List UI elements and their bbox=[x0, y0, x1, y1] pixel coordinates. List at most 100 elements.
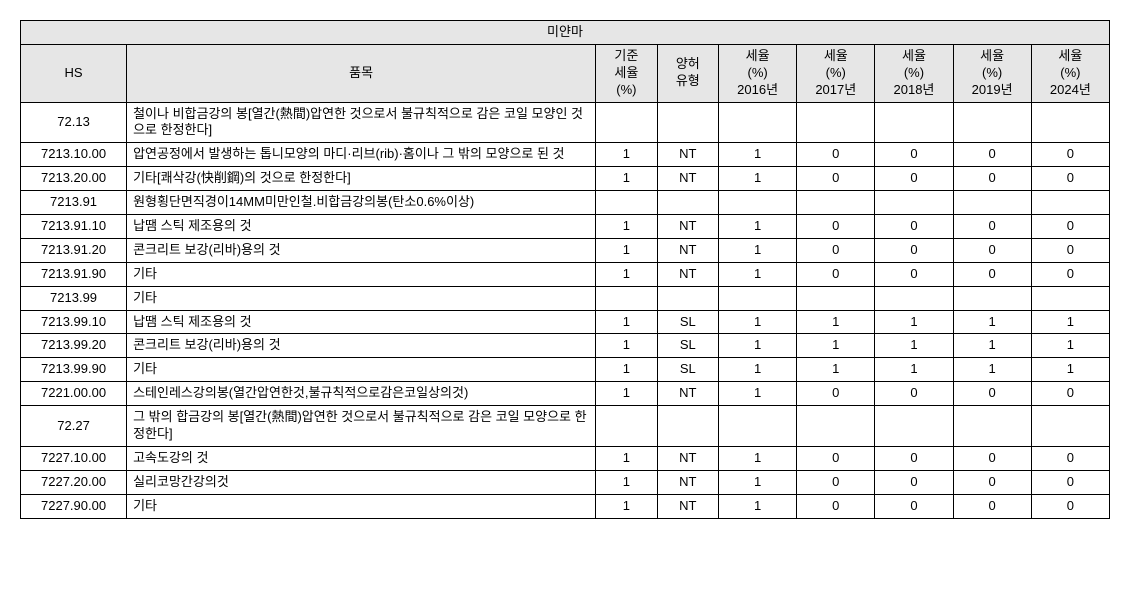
table-row: 72.13철이나 비합금강의 봉[열간(熱間)압연한 것으로서 불규칙적으로 감… bbox=[21, 102, 1110, 143]
type-cell: NT bbox=[657, 470, 718, 494]
type-cell: NT bbox=[657, 238, 718, 262]
base-rate-cell: 1 bbox=[596, 470, 657, 494]
header-hs: HS bbox=[21, 44, 127, 102]
rate-2017-cell: 0 bbox=[797, 470, 875, 494]
header-rate-2019: 세율 (%) 2019년 bbox=[953, 44, 1031, 102]
base-rate-cell: 1 bbox=[596, 446, 657, 470]
base-rate-cell: 1 bbox=[596, 167, 657, 191]
rate-2024-cell: 0 bbox=[1031, 262, 1109, 286]
rate-2016-cell bbox=[719, 406, 797, 447]
item-cell: 원형횡단면직경이14MM미만인철.비합금강의봉(탄소0.6%이상) bbox=[127, 191, 596, 215]
item-cell: 납땜 스틱 제조용의 것 bbox=[127, 215, 596, 239]
rate-2018-cell: 0 bbox=[875, 262, 953, 286]
hs-cell: 7213.91.10 bbox=[21, 215, 127, 239]
header-item: 품목 bbox=[127, 44, 596, 102]
rate-2019-cell: 1 bbox=[953, 310, 1031, 334]
hs-cell: 7221.00.00 bbox=[21, 382, 127, 406]
type-cell: NT bbox=[657, 446, 718, 470]
rate-2018-cell: 0 bbox=[875, 143, 953, 167]
hs-cell: 7213.20.00 bbox=[21, 167, 127, 191]
rate-2019-cell: 1 bbox=[953, 334, 1031, 358]
rate-2016-cell: 1 bbox=[719, 446, 797, 470]
rate-2024-cell: 0 bbox=[1031, 494, 1109, 518]
table-row: 7213.91.20콘크리트 보강(리바)용의 것1NT10000 bbox=[21, 238, 1110, 262]
rate-2017-cell: 1 bbox=[797, 334, 875, 358]
rate-2017-cell bbox=[797, 286, 875, 310]
type-cell bbox=[657, 406, 718, 447]
hs-cell: 7213.91.20 bbox=[21, 238, 127, 262]
base-rate-cell bbox=[596, 406, 657, 447]
hs-cell: 7213.99.90 bbox=[21, 358, 127, 382]
rate-2016-cell: 1 bbox=[719, 470, 797, 494]
type-cell bbox=[657, 191, 718, 215]
base-rate-cell: 1 bbox=[596, 494, 657, 518]
rate-2016-cell: 1 bbox=[719, 358, 797, 382]
hs-cell: 7213.99.10 bbox=[21, 310, 127, 334]
hs-cell: 7213.99 bbox=[21, 286, 127, 310]
rate-2024-cell: 0 bbox=[1031, 167, 1109, 191]
rate-2019-cell: 0 bbox=[953, 215, 1031, 239]
rate-2019-cell bbox=[953, 191, 1031, 215]
hs-cell: 7213.99.20 bbox=[21, 334, 127, 358]
table-row: 7213.99.20콘크리트 보강(리바)용의 것1SL11111 bbox=[21, 334, 1110, 358]
table-row: 7221.00.00스테인레스강의봉(열간압연한것,불규칙적으로감은코일상의것)… bbox=[21, 382, 1110, 406]
base-rate-cell: 1 bbox=[596, 334, 657, 358]
item-cell: 기타[쾌삭강(快削鋼)의 것으로 한정한다] bbox=[127, 167, 596, 191]
rate-2017-cell: 1 bbox=[797, 310, 875, 334]
hs-cell: 7227.90.00 bbox=[21, 494, 127, 518]
rate-2018-cell: 1 bbox=[875, 310, 953, 334]
item-cell: 기타 bbox=[127, 262, 596, 286]
rate-2017-cell: 1 bbox=[797, 358, 875, 382]
type-cell: NT bbox=[657, 382, 718, 406]
item-cell: 콘크리트 보강(리바)용의 것 bbox=[127, 238, 596, 262]
type-cell: NT bbox=[657, 262, 718, 286]
rate-2017-cell: 0 bbox=[797, 215, 875, 239]
rate-2024-cell bbox=[1031, 102, 1109, 143]
rate-2019-cell bbox=[953, 102, 1031, 143]
rate-2017-cell: 0 bbox=[797, 143, 875, 167]
rate-2024-cell bbox=[1031, 286, 1109, 310]
rate-2016-cell bbox=[719, 191, 797, 215]
rate-2017-cell: 0 bbox=[797, 262, 875, 286]
rate-2018-cell bbox=[875, 286, 953, 310]
rate-2019-cell: 0 bbox=[953, 143, 1031, 167]
base-rate-cell: 1 bbox=[596, 238, 657, 262]
hs-cell: 72.13 bbox=[21, 102, 127, 143]
rate-2024-cell: 0 bbox=[1031, 143, 1109, 167]
item-cell: 기타 bbox=[127, 286, 596, 310]
hs-cell: 7227.20.00 bbox=[21, 470, 127, 494]
rate-2018-cell: 1 bbox=[875, 334, 953, 358]
table-title: 미얀마 bbox=[21, 21, 1110, 45]
base-rate-cell: 1 bbox=[596, 310, 657, 334]
table-row: 7227.90.00기타1NT10000 bbox=[21, 494, 1110, 518]
item-cell: 콘크리트 보강(리바)용의 것 bbox=[127, 334, 596, 358]
rate-2018-cell bbox=[875, 406, 953, 447]
rate-2018-cell: 0 bbox=[875, 382, 953, 406]
rate-2019-cell: 0 bbox=[953, 238, 1031, 262]
type-cell: SL bbox=[657, 310, 718, 334]
table-row: 7213.91.10납땜 스틱 제조용의 것1NT10000 bbox=[21, 215, 1110, 239]
rate-2019-cell: 0 bbox=[953, 382, 1031, 406]
rate-2019-cell bbox=[953, 286, 1031, 310]
type-cell: NT bbox=[657, 494, 718, 518]
base-rate-cell: 1 bbox=[596, 262, 657, 286]
rate-2017-cell: 0 bbox=[797, 446, 875, 470]
item-cell: 철이나 비합금강의 봉[열간(熱間)압연한 것으로서 불규칙적으로 감은 코일 … bbox=[127, 102, 596, 143]
table-body: 72.13철이나 비합금강의 봉[열간(熱間)압연한 것으로서 불규칙적으로 감… bbox=[21, 102, 1110, 518]
rate-2019-cell: 0 bbox=[953, 167, 1031, 191]
rate-2024-cell bbox=[1031, 406, 1109, 447]
table-row: 7227.10.00고속도강의 것1NT10000 bbox=[21, 446, 1110, 470]
item-cell: 스테인레스강의봉(열간압연한것,불규칙적으로감은코일상의것) bbox=[127, 382, 596, 406]
rate-2019-cell: 0 bbox=[953, 262, 1031, 286]
rate-2019-cell: 0 bbox=[953, 470, 1031, 494]
rate-2018-cell: 0 bbox=[875, 167, 953, 191]
type-cell: NT bbox=[657, 215, 718, 239]
hs-cell: 7213.10.00 bbox=[21, 143, 127, 167]
rate-2017-cell bbox=[797, 102, 875, 143]
rate-2019-cell: 0 bbox=[953, 494, 1031, 518]
rate-2016-cell: 1 bbox=[719, 494, 797, 518]
rate-2016-cell: 1 bbox=[719, 310, 797, 334]
rate-2017-cell: 0 bbox=[797, 494, 875, 518]
base-rate-cell: 1 bbox=[596, 215, 657, 239]
rate-2019-cell: 0 bbox=[953, 446, 1031, 470]
